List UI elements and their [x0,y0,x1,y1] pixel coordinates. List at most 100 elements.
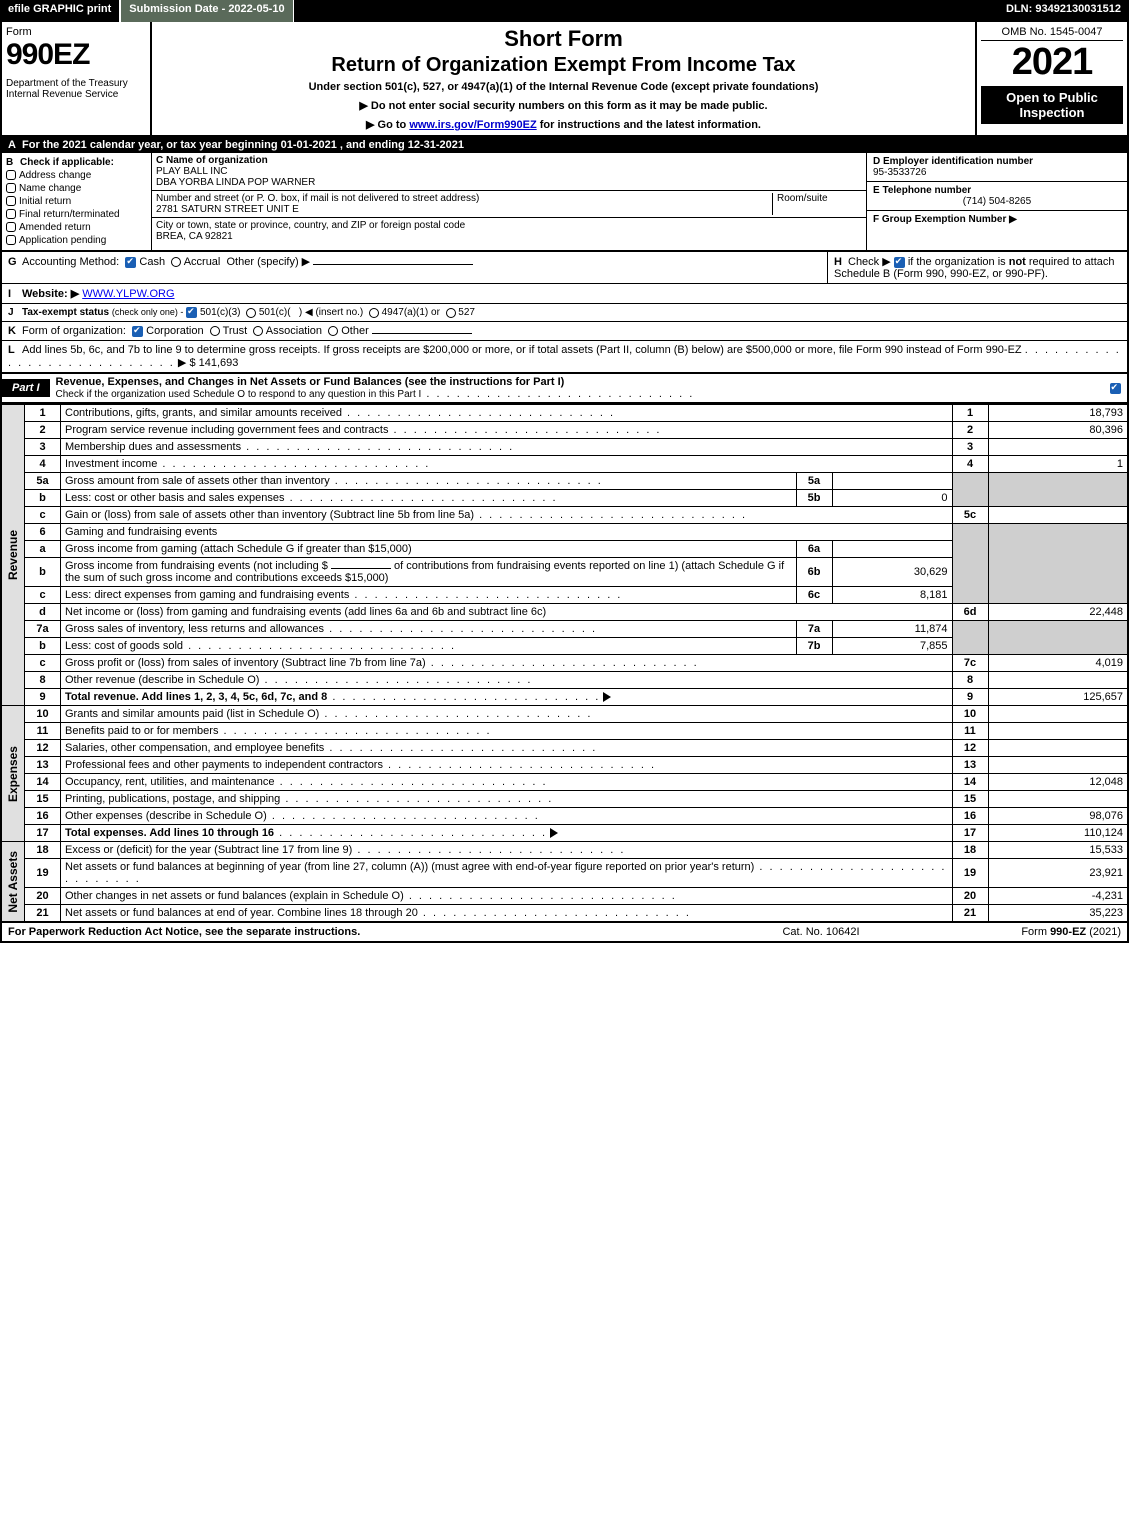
cb-other-org[interactable] [328,326,338,336]
header-right: OMB No. 1545-0047 2021 Open to Public In… [977,22,1127,135]
g-opt-1: Accrual [184,256,221,268]
ln-12-ln: 12 [952,740,988,757]
ln-11-n: 11 [25,723,61,740]
ln-20-ln: 20 [952,888,988,905]
ln-16-v: 98,076 [988,808,1128,825]
row-a-text: For the 2021 calendar year, or tax year … [22,139,464,151]
g-other-blank[interactable] [313,264,473,265]
ln-6d-ln: 6d [952,604,988,621]
top-bar: efile GRAPHIC print Submission Date - 20… [0,0,1129,22]
ln-7b-mn: 7b [796,638,832,655]
ln-7c-v: 4,019 [988,655,1128,672]
ln-5b-n: b [25,490,61,507]
ln-6a-n: a [25,541,61,558]
cb-amended-return[interactable] [6,222,16,232]
ln-10-n: 10 [25,706,61,723]
cb-initial-return[interactable] [6,196,16,206]
cb-assoc[interactable] [253,326,263,336]
ln-1-v: 18,793 [988,405,1128,422]
cb-501c3[interactable] [186,307,197,318]
cb-accrual[interactable] [171,257,181,267]
org-street: 2781 SATURN STREET UNIT E [156,204,772,215]
cb-address-change[interactable] [6,170,16,180]
subtitle-section: Under section 501(c), 527, or 4947(a)(1)… [158,81,969,93]
b-item-5: Application pending [19,235,106,246]
subtitle-goto: ▶ Go to www.irs.gov/Form990EZ for instru… [158,118,969,131]
cb-cash[interactable] [125,257,136,268]
cb-application-pending[interactable] [6,235,16,245]
g-lbl: Accounting Method: [22,256,119,268]
ln-2-n: 2 [25,422,61,439]
ln-16-ln: 16 [952,808,988,825]
ln-21-n: 21 [25,905,61,923]
ln-6b-mn: 6b [796,558,832,587]
cb-part-i-scho[interactable] [1110,383,1121,394]
website-link[interactable]: WWW.YLPW.ORG [82,288,174,300]
ln-5a-mv [832,473,952,490]
ln-7a-mn: 7a [796,621,832,638]
ln-14-v: 12,048 [988,774,1128,791]
ln-11-v [988,723,1128,740]
ln-2-d: Program service revenue including govern… [65,424,388,436]
ln-8-n: 8 [25,672,61,689]
cb-501c[interactable] [246,308,256,318]
ln-6b-blank[interactable] [331,568,391,569]
ln-5b-mn: 5b [796,490,832,507]
org-name-1: PLAY BALL INC [156,166,862,177]
k-other-blank[interactable] [372,333,472,334]
ln-6c-mn: 6c [796,587,832,604]
ln-21-v: 35,223 [988,905,1128,923]
ln-6-n: 6 [25,524,61,541]
ln-15-n: 15 [25,791,61,808]
efile-print[interactable]: efile GRAPHIC print [0,0,121,22]
cb-corp[interactable] [132,326,143,337]
ln-18-ln: 18 [952,842,988,859]
ln-16-d: Other expenses (describe in Schedule O) [65,810,267,822]
ln-17-v: 110,124 [988,825,1128,842]
ln-5a-mn: 5a [796,473,832,490]
ln-20-n: 20 [25,888,61,905]
b-item-2: Initial return [19,196,71,207]
ln-13-d: Professional fees and other payments to … [65,759,383,771]
ln-5c-ln: 5c [952,507,988,524]
open-inspection: Open to Public Inspection [981,86,1123,124]
ln-3-v [988,439,1128,456]
irs-link[interactable]: www.irs.gov/Form990EZ [409,119,536,131]
ln-20-v: -4,231 [988,888,1128,905]
b-heading: Check if applicable: [20,157,114,168]
ln-9-d: Total revenue. Add lines 1, 2, 3, 4, 5c,… [65,691,327,703]
ln-5b-mv: 0 [832,490,952,507]
ln-4-d: Investment income [65,458,157,470]
dln: DLN: 93492130031512 [998,0,1129,22]
cb-name-change[interactable] [6,183,16,193]
ln-2-v: 80,396 [988,422,1128,439]
ln-17-n: 17 [25,825,61,842]
ln-7b-n: b [25,638,61,655]
l-val: $ 141,693 [189,357,238,369]
ln-1-d: Contributions, gifts, grants, and simila… [65,407,342,419]
header-mid: Short Form Return of Organization Exempt… [152,22,977,135]
footer-catno: Cat. No. 10642I [721,926,921,938]
cb-h[interactable] [894,257,905,268]
header-left: Form 990EZ Department of the Treasury In… [2,22,152,135]
cb-trust[interactable] [210,326,220,336]
cb-527[interactable] [446,308,456,318]
ln-8-v [988,672,1128,689]
ln-20-d: Other changes in net assets or fund bala… [65,890,404,902]
cb-final-return[interactable] [6,209,16,219]
b-item-1: Name change [19,183,81,194]
cb-4947[interactable] [369,308,379,318]
ln-5c-d: Gain or (loss) from sale of assets other… [65,509,474,521]
ln-12-n: 12 [25,740,61,757]
ln-16-n: 16 [25,808,61,825]
title-return: Return of Organization Exempt From Incom… [158,54,969,77]
ln-6d-v: 22,448 [988,604,1128,621]
ln-5c-n: c [25,507,61,524]
ln-5b-d: Less: cost or other basis and sales expe… [65,492,285,504]
arrow-icon [603,692,611,702]
goto-post: for instructions and the latest informat… [537,119,761,131]
ln-3-d: Membership dues and assessments [65,441,241,453]
ln-6a-mv [832,541,952,558]
ln-14-ln: 14 [952,774,988,791]
ln-3-n: 3 [25,439,61,456]
